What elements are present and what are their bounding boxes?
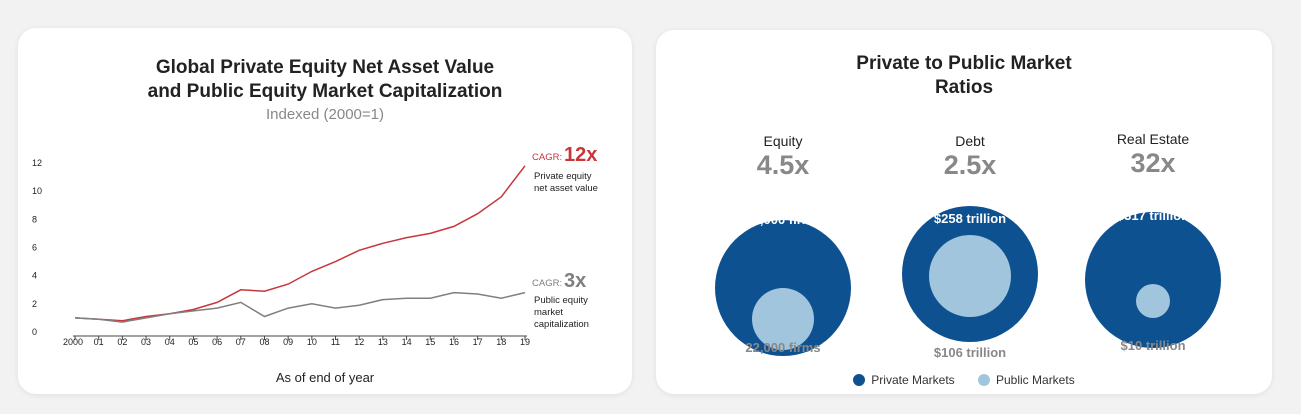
x-tick-label: 13 — [378, 337, 388, 347]
private-label-real-estate: $317 trillion — [1116, 208, 1190, 223]
legend-dot-private-icon — [853, 374, 866, 386]
private-series-label-line1: Private equity — [534, 171, 592, 182]
ratio-value-equity: 4.5x — [756, 150, 810, 180]
y-tick-label: 0 — [32, 327, 37, 337]
public-bubble-debt — [929, 235, 1011, 317]
bubble-chart — [715, 206, 1221, 356]
x-tick-label: 12 — [354, 337, 364, 347]
y-tick-label: 12 — [32, 158, 42, 168]
group-label-real-estate: Real Estate — [1116, 131, 1190, 147]
x-tick-label: 16 — [449, 337, 459, 347]
private-series-label-line2: net asset value — [534, 183, 598, 194]
y-tick-label: 6 — [32, 243, 37, 253]
chart-title-line2: and Public Equity Market Capitalization — [147, 81, 503, 102]
x-tick-label: 06 — [212, 337, 222, 347]
y-tick-label: 4 — [32, 271, 37, 281]
x-tick-label: 10 — [307, 337, 317, 347]
legend-label-private: Private Markets — [871, 373, 955, 387]
chart-subtitle: Indexed (2000=1) — [265, 106, 384, 123]
private-cagr-value: 12x — [564, 144, 597, 166]
bubble-title-line2: Ratios — [934, 77, 994, 98]
x-tick-label: 14 — [402, 337, 412, 347]
legend-dot-public-icon — [978, 374, 990, 386]
public-bubble-real-estate — [1136, 284, 1170, 318]
x-tick-label: 18 — [496, 337, 506, 347]
y-tick-label: 10 — [32, 186, 42, 196]
public-cagr-prefix: CAGR: — [532, 278, 562, 289]
ratio-value-debt: 2.5x — [943, 150, 997, 180]
x-tick-label: 11 — [331, 337, 340, 347]
bubble-title-line1: Private to Public Market — [856, 53, 1072, 74]
x-tick-label: 15 — [425, 337, 435, 347]
public-series-label-line1: Public equity — [534, 295, 588, 306]
group-label-debt: Debt — [955, 133, 985, 149]
x-tick-label: 19 — [520, 337, 530, 347]
y-tick-label: 2 — [32, 299, 37, 309]
x-tick-label: 07 — [236, 337, 246, 347]
legend-item-private: Private Markets — [853, 373, 955, 387]
x-tick-label: 2000 — [63, 337, 83, 347]
public-label-real-estate: $10 trillion — [1120, 338, 1186, 353]
public-series-label-line2: market — [534, 307, 563, 318]
private-label-equity: 98,000 firms — [745, 212, 821, 227]
x-tick-label: 02 — [117, 337, 127, 347]
legend-label-public: Public Markets — [996, 373, 1075, 387]
legend-item-public: Public Markets — [978, 373, 1075, 387]
ratio-value-real-estate: 32x — [1130, 148, 1176, 178]
public-cagr-value: 3x — [564, 270, 586, 292]
x-tick-label: 17 — [473, 337, 483, 347]
public-label-equity: 22,000 firms — [745, 340, 821, 355]
line-chart-card: Global Private Equity Net Asset Value an… — [18, 28, 632, 394]
private-cagr-prefix: CAGR: — [532, 152, 562, 163]
x-tick-label: 09 — [283, 337, 293, 347]
x-tick-label: 01 — [94, 337, 104, 347]
group-label-equity: Equity — [763, 133, 803, 149]
chart-title-line1: Global Private Equity Net Asset Value — [155, 57, 495, 78]
x-tick-label: 04 — [165, 337, 175, 347]
legend: Private Markets Public Markets — [656, 373, 1272, 389]
private-equity-series-line — [74, 165, 526, 322]
public-equity-series-line — [74, 291, 526, 323]
public-label-debt: $106 trillion — [933, 345, 1007, 360]
private-label-debt: $258 trillion — [933, 211, 1007, 226]
x-tick-label: 03 — [141, 337, 151, 347]
public-bubble-equity — [752, 288, 814, 350]
public-series-label-line3: capitalization — [534, 319, 589, 330]
x-tick-label: 08 — [259, 337, 269, 347]
y-tick-label: 8 — [32, 214, 37, 224]
bubble-chart-card: Private to Public Market Ratios Equity 4… — [656, 30, 1272, 394]
x-tick-label: 05 — [188, 337, 198, 347]
private-bubble-real-estate — [1085, 212, 1221, 348]
x-axis-caption: As of end of year — [275, 370, 375, 385]
